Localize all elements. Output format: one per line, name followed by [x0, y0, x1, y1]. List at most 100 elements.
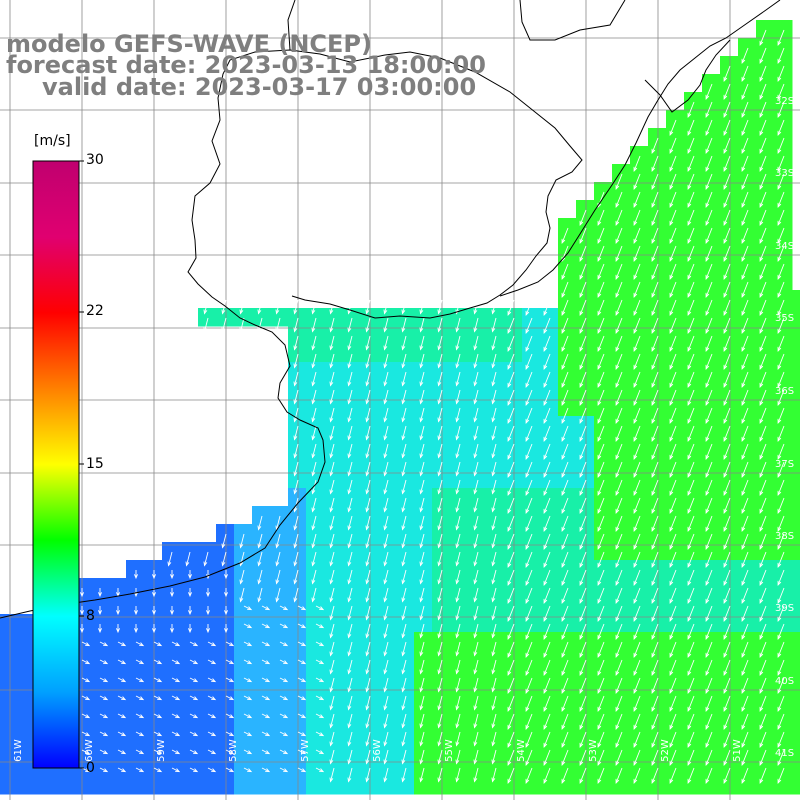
wind-speed-cell [738, 254, 757, 273]
wind-arrow [293, 407, 299, 423]
wind-speed-cell [792, 308, 800, 327]
wind-arrow [383, 605, 389, 621]
wind-speed-cell [18, 614, 37, 633]
wind-speed-cell [504, 686, 523, 705]
wind-speed-cell [630, 596, 649, 615]
wind-speed-cell [540, 650, 559, 669]
wind-arrow [347, 443, 353, 459]
wind-arrow [261, 605, 271, 611]
wind-arrow [525, 605, 533, 622]
wind-speed-cell [612, 776, 631, 795]
wind-arrow [759, 461, 767, 478]
wind-speed-cell [414, 542, 433, 561]
wind-speed-cell [666, 272, 685, 291]
wind-arrow [777, 173, 785, 190]
wind-arrow [669, 263, 677, 280]
wind-speed-cell [468, 614, 487, 633]
wind-speed-cell [684, 524, 703, 543]
wind-speed-cell [270, 704, 289, 723]
wind-speed-cell [648, 290, 667, 309]
wind-arrow [134, 624, 138, 634]
wind-speed-cell [558, 740, 577, 759]
wind-arrow [723, 245, 731, 262]
wind-speed-cell [774, 200, 793, 219]
wind-speed-cell [360, 650, 379, 669]
wind-arrow [561, 461, 569, 478]
wind-speed-cell [180, 776, 199, 795]
wind-speed-cell [504, 434, 523, 453]
wind-arrow [651, 137, 659, 154]
wind-speed-cell [540, 776, 559, 795]
wind-arrow [365, 551, 371, 567]
wind-arrow [221, 317, 227, 333]
wind-arrow [651, 569, 659, 586]
wind-speed-cell [540, 452, 559, 471]
wind-speed-cell [612, 254, 631, 273]
wind-speed-cell [558, 488, 577, 507]
wind-arrow [491, 533, 497, 549]
wind-arrow [615, 479, 623, 496]
wind-speed-cell [648, 146, 667, 165]
wind-speed-cell [540, 344, 559, 363]
wind-arrow [633, 299, 641, 316]
wind-speed-cell [18, 740, 37, 759]
wind-arrow [579, 587, 587, 604]
wind-speed-cell [504, 452, 523, 471]
wind-arrow [525, 677, 533, 694]
wind-arrow [383, 479, 389, 495]
wind-arrow [117, 695, 127, 701]
wind-arrow [741, 587, 749, 604]
wind-speed-cell [378, 380, 397, 399]
wind-arrow [759, 767, 767, 784]
wind-arrow [329, 605, 335, 621]
wind-arrow [203, 551, 209, 567]
wind-arrow [615, 317, 623, 334]
wind-arrow [437, 371, 443, 387]
wind-speed-cell [144, 686, 163, 705]
wind-speed-cell [702, 308, 721, 327]
wind-speed-cell [360, 308, 379, 327]
wind-arrow [543, 479, 551, 496]
wind-arrow [297, 605, 307, 611]
wind-speed-cell [702, 200, 721, 219]
wind-arrow [365, 731, 371, 747]
wind-arrow [723, 371, 731, 388]
wind-speed-cell [648, 452, 667, 471]
wind-arrow [741, 623, 749, 640]
wind-arrow [669, 623, 677, 640]
wind-arrow [401, 731, 407, 747]
wind-arrow [365, 713, 371, 729]
wind-speed-cell [396, 398, 415, 417]
wind-arrow [383, 389, 389, 405]
wind-arrow [135, 749, 145, 755]
wind-speed-cell [594, 434, 613, 453]
wind-speed-cell [738, 290, 757, 309]
wind-speed-cell [324, 740, 343, 759]
lat-label: 39S [775, 603, 795, 614]
wind-speed-cell [630, 758, 649, 777]
wind-arrow [419, 335, 425, 351]
wind-speed-cell [450, 380, 469, 399]
wind-arrow [561, 425, 569, 442]
wind-arrow [261, 749, 271, 755]
wind-arrow [543, 407, 551, 424]
wind-arrow [723, 497, 731, 514]
wind-speed-cell [576, 236, 595, 255]
wind-arrow [473, 677, 479, 693]
wind-arrow [275, 533, 281, 549]
wind-arrow [329, 407, 335, 423]
wind-arrow [579, 605, 587, 622]
wind-speed-cell [558, 236, 577, 255]
lat-label: 41S [775, 748, 795, 759]
wind-speed-cell [450, 596, 469, 615]
wind-arrow [347, 569, 353, 585]
wind-arrow [383, 371, 389, 387]
wind-speed-cell [774, 722, 793, 741]
wind-speed-cell [216, 722, 235, 741]
wind-arrow [279, 767, 289, 773]
wind-speed-cell [720, 452, 739, 471]
wind-speed-cell [288, 524, 307, 543]
wind-speed-cell [630, 488, 649, 507]
wind-arrow [152, 570, 156, 580]
wind-speed-cell [774, 74, 793, 93]
